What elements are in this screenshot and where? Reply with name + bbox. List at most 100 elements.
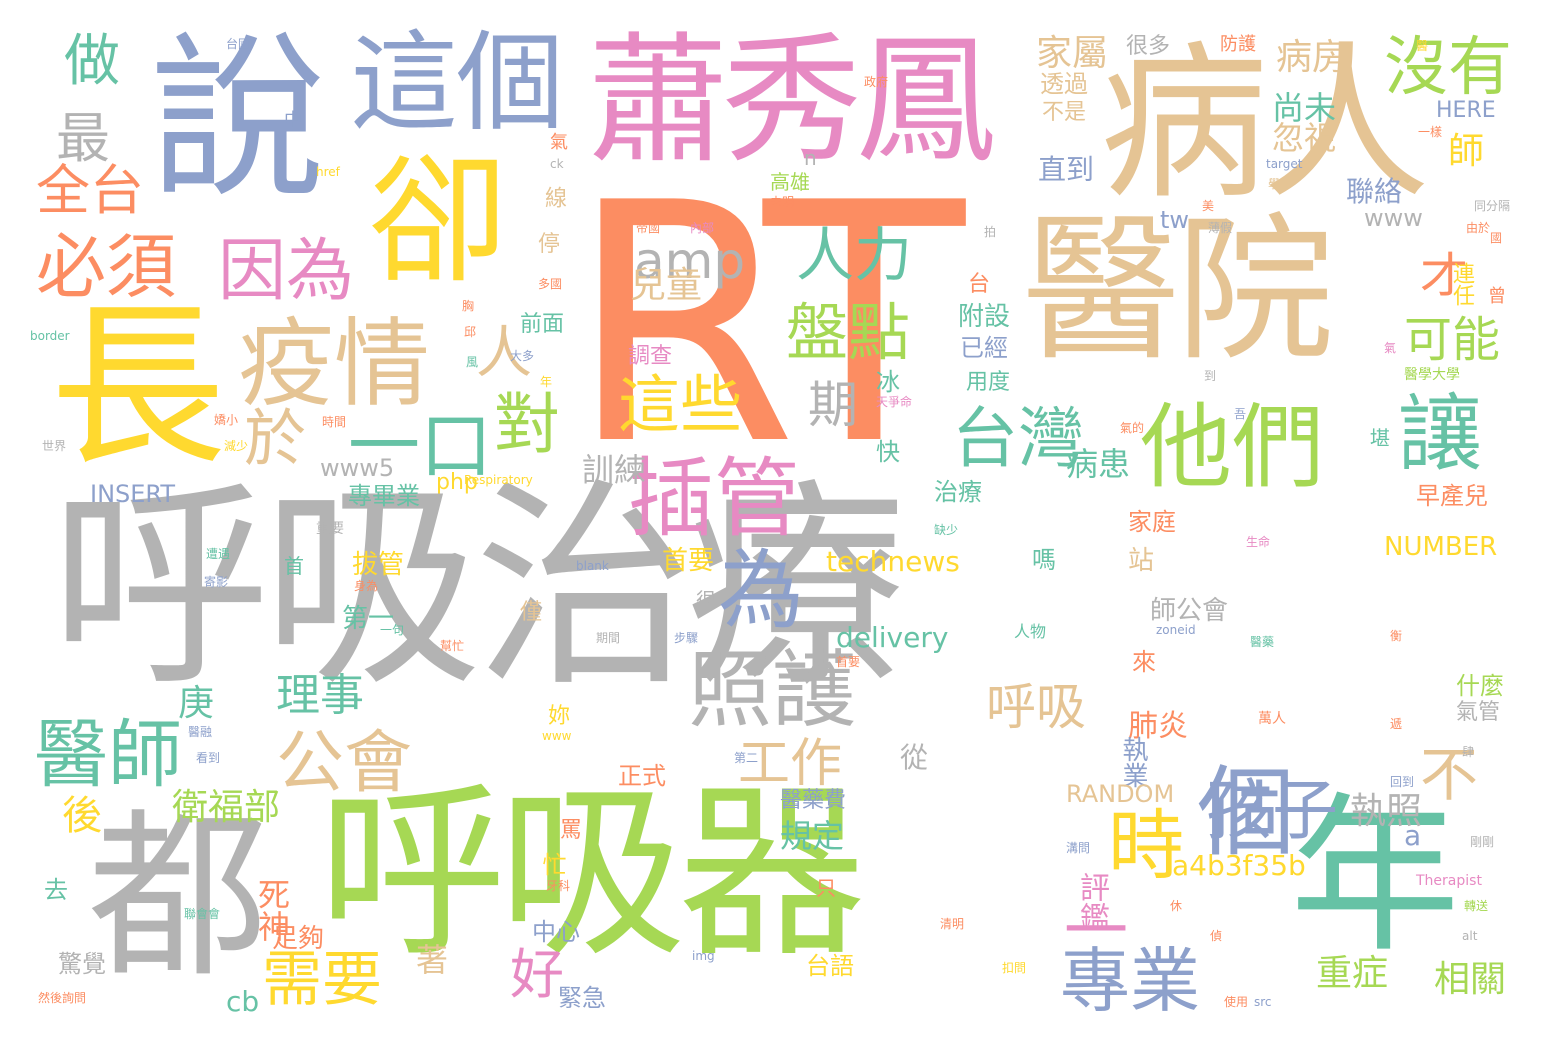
cloud-word: 肆	[1462, 745, 1475, 759]
cloud-word: a	[1404, 819, 1422, 852]
cloud-word: 病人	[1100, 26, 1430, 222]
cloud-word: 驚覺	[58, 950, 106, 978]
cloud-word: 轉送	[1464, 899, 1489, 913]
cloud-word: 前面	[520, 312, 565, 337]
cloud-word: 專畢業	[348, 482, 420, 510]
cloud-word: 不是	[1042, 100, 1087, 125]
cloud-word: 內部	[690, 221, 715, 235]
cloud-word: 風	[466, 355, 479, 369]
cloud-word: 聯會會	[184, 907, 221, 921]
cloud-word: 這個	[350, 21, 564, 146]
cloud-word: 堪	[1370, 426, 1390, 450]
cloud-word: 氣的	[1120, 421, 1145, 435]
cloud-word: 到	[1204, 369, 1217, 383]
cloud-word: 嗎	[1032, 546, 1056, 574]
cloud-word: 插管	[628, 449, 800, 549]
cloud-word: 遞	[1390, 717, 1403, 731]
cloud-word: 對	[494, 386, 560, 463]
cloud-word: 去	[44, 876, 68, 904]
cloud-word: 透過	[1040, 70, 1088, 98]
cloud-word: 緊急	[558, 984, 606, 1012]
cloud-word: cb	[226, 985, 260, 1018]
cloud-word: 重要	[316, 521, 344, 537]
cloud-word: 邱	[464, 325, 477, 339]
cloud-word: 庚	[178, 683, 215, 724]
cloud-word: 休	[1170, 899, 1183, 913]
cloud-word: 胸	[462, 299, 475, 313]
cloud-word: 中心	[532, 918, 580, 946]
cloud-word: 說	[150, 17, 327, 222]
cloud-word: 盤點	[786, 296, 911, 369]
cloud-word: 評鑑	[1074, 872, 1109, 932]
cloud-word: 忙	[538, 852, 566, 876]
cloud-word: 他們	[1140, 394, 1325, 501]
cloud-word: 減少	[224, 439, 249, 453]
cloud-word: 冰	[876, 368, 900, 396]
cloud-word: 醫師	[34, 712, 182, 798]
cloud-word: 早產兒	[1416, 482, 1488, 510]
cloud-word: 由於	[1466, 221, 1491, 235]
cloud-word: Respiratory	[464, 473, 533, 487]
cloud-word: 聯絡	[1346, 175, 1403, 208]
cloud-word: 美	[1202, 199, 1215, 213]
cloud-word: 照護	[688, 641, 857, 739]
cloud-word: src	[1254, 995, 1272, 1009]
cloud-word: 步驟	[674, 631, 699, 645]
cloud-word: 死神	[253, 878, 291, 942]
cloud-word: 從	[900, 741, 929, 774]
cloud-word: 呼吸治療	[50, 460, 906, 716]
cloud-word: 首	[284, 554, 304, 578]
cloud-word: 調查	[628, 344, 673, 369]
cloud-word: technews	[826, 545, 960, 578]
cloud-word: 因為	[218, 232, 355, 311]
cloud-word: 幫忙	[440, 639, 465, 653]
cloud-word: 足夠	[272, 924, 325, 954]
cloud-word: php	[436, 470, 478, 495]
cloud-word: 一	[1064, 895, 1128, 969]
cloud-word: 政府	[864, 75, 889, 89]
cloud-word: 看到	[196, 751, 221, 765]
cloud-word: 國	[1490, 231, 1503, 245]
cloud-word: 期間	[596, 631, 621, 645]
cloud-word: 兒童	[630, 265, 703, 306]
cloud-word: 專業	[1060, 940, 1200, 1022]
cloud-word: 首要	[836, 655, 861, 669]
cloud-word: 醫藥	[1250, 635, 1275, 649]
cloud-word: 需要	[262, 945, 382, 1015]
cloud-word: 執照	[1350, 791, 1423, 832]
cloud-word: 醫學大學	[1404, 367, 1460, 383]
cloud-word: 一句	[380, 623, 405, 637]
cloud-word: 蕭秀鳳	[588, 20, 996, 183]
cloud-word: 附設	[958, 302, 1011, 332]
cloud-word: alt	[1462, 929, 1478, 943]
cloud-word: img	[692, 949, 715, 963]
cloud-word: 缺少	[934, 523, 959, 537]
cloud-word: 疫情	[238, 308, 430, 420]
cloud-word: 氣	[1384, 341, 1397, 355]
cloud-word: 期	[808, 376, 858, 434]
cloud-word: 可能	[1404, 312, 1501, 368]
cloud-word: 僅	[520, 600, 543, 625]
cloud-word: 台灣	[952, 400, 1084, 477]
cloud-word: 台	[968, 272, 991, 297]
cloud-word: 使用	[1224, 995, 1249, 1009]
cloud-word: 曾	[1488, 286, 1506, 307]
cloud-word: 年	[540, 375, 553, 389]
cloud-word: 妳	[548, 704, 571, 729]
cloud-word: 罵	[560, 818, 583, 843]
cloud-word: 時間	[322, 415, 347, 429]
cloud-word: 呼吸	[986, 678, 1086, 736]
cloud-word: 站	[1128, 546, 1155, 576]
cloud-word: 家屬	[1036, 33, 1109, 74]
cloud-word: 必須	[36, 226, 176, 308]
cloud-word: 已經	[960, 334, 1008, 362]
cloud-word: 呼吸器	[318, 764, 866, 983]
cloud-word: 拍	[984, 225, 997, 239]
cloud-word: 中	[284, 110, 302, 131]
cloud-word: delivery	[836, 621, 949, 654]
cloud-word: 衡	[1390, 629, 1403, 643]
cloud-word: 高雄	[770, 170, 810, 194]
cloud-word: INSERT	[90, 480, 176, 508]
cloud-word: 孩子	[1206, 772, 1338, 849]
